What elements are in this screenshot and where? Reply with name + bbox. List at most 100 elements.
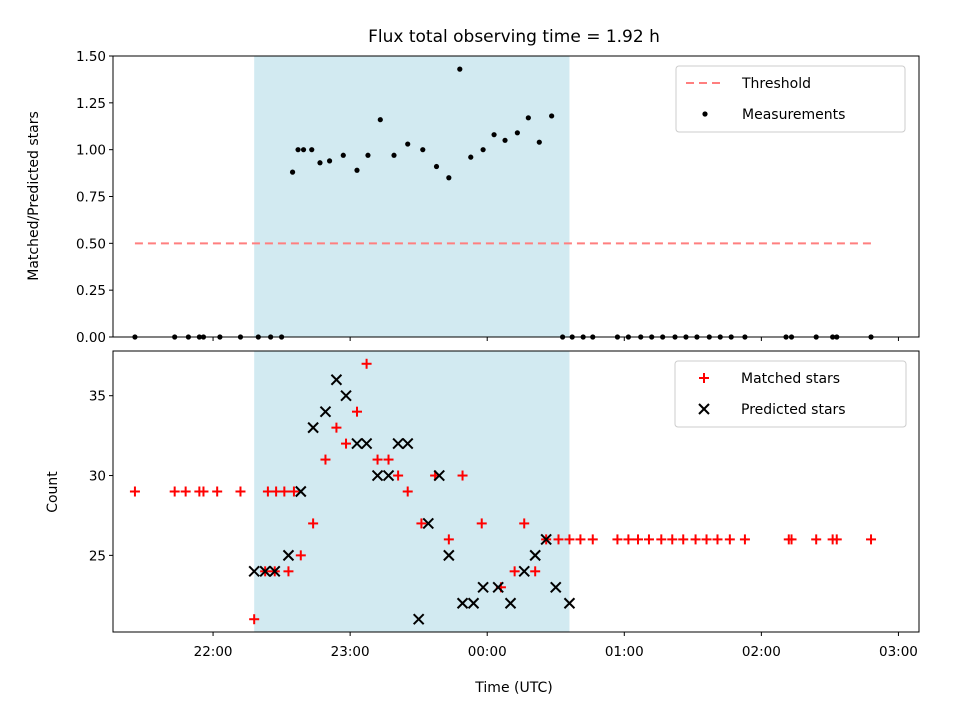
measurements-point <box>525 115 531 121</box>
bottom-legend: Matched stars Predicted stars <box>674 360 907 428</box>
predicted-stars-point-b <box>392 437 404 450</box>
predicted-stars-point <box>402 437 414 450</box>
predicted-stars-point <box>518 565 530 578</box>
predicted-stars-point-b <box>340 389 352 402</box>
top-y-tick-label: 1.50 <box>76 49 106 65</box>
measurements-point <box>457 66 463 72</box>
matched-stars-point <box>739 534 750 545</box>
matched-stars-point <box>235 486 246 497</box>
predicted-stars-point-b <box>371 469 384 482</box>
predicted-stars-point <box>307 421 319 434</box>
measurements-point <box>433 163 440 170</box>
matched-stars-point <box>632 534 643 545</box>
predicted-stars-point <box>392 437 404 450</box>
predicted-stars-point-b <box>248 565 260 578</box>
predicted-stars-point-b <box>504 597 517 609</box>
predicted-stars-point <box>563 597 576 609</box>
top-chart-panel: 0.00 0.25 0.50 0.75 1.00 1.25 1.50 Threshold Mea… <box>76 49 920 346</box>
matched-stars-point <box>249 614 260 625</box>
predicted-stars-point <box>269 565 281 578</box>
top-y-tick-label: 0.75 <box>76 190 106 206</box>
matched-stars-point <box>308 518 319 529</box>
predicted-stars-point-b <box>563 597 576 609</box>
matched-stars-point <box>443 534 454 545</box>
predicted-stars-point <box>529 549 541 562</box>
bottom-legend-label: Predicted stars <box>741 402 846 418</box>
matched-stars-point <box>530 566 541 577</box>
measurements-point <box>309 147 315 153</box>
measurements-point <box>295 147 301 153</box>
matched-stars-point <box>519 518 530 529</box>
measurements-point <box>446 175 452 181</box>
matched-stars-point <box>416 518 427 529</box>
matched-stars-point <box>564 534 575 545</box>
matched-stars-point <box>180 486 191 497</box>
predicted-stars-point <box>295 485 307 498</box>
measurements-point <box>502 137 508 143</box>
matched-stars-point <box>372 454 383 465</box>
predicted-stars-point <box>282 549 295 562</box>
measurements-point <box>480 147 486 153</box>
legend-predicted-swatch-b <box>698 403 710 415</box>
predicted-stars-point <box>422 517 434 530</box>
predicted-stars-point-b <box>540 533 552 546</box>
measurements-point <box>514 130 520 136</box>
predicted-stars-point <box>443 549 455 562</box>
matched-stars-point <box>341 438 352 449</box>
matched-stars-point <box>701 534 712 545</box>
bottom-x-tick-label: 00:00 <box>468 644 507 660</box>
predicted-stars-point-b <box>529 549 541 562</box>
top-y-tick-label: 0.25 <box>76 283 106 299</box>
predicted-stars-point <box>330 374 343 386</box>
predicted-stars-point <box>433 469 445 482</box>
predicted-stars-point <box>467 597 480 609</box>
top-legend: Threshold Measurements <box>675 65 906 133</box>
predicted-stars-point <box>492 581 504 594</box>
bottom-y-tick-label: 30 <box>89 469 106 485</box>
predicted-stars-point <box>360 437 373 450</box>
predicted-stars-point <box>456 597 469 609</box>
top-legend-label: Threshold <box>741 76 811 92</box>
top-y-tick-label: 0.00 <box>76 330 106 346</box>
measurements-point <box>405 141 411 147</box>
matched-stars-point <box>393 470 404 481</box>
predicted-stars-point-b <box>351 437 363 450</box>
predicted-stars-point-b <box>518 565 530 578</box>
matched-stars-point <box>623 534 634 545</box>
top-y-tick-label: 0.50 <box>76 236 106 252</box>
predicted-stars-point-b <box>269 565 281 578</box>
matched-stars-point <box>476 518 487 529</box>
measurements-point <box>549 113 555 119</box>
matched-stars-point <box>169 486 180 497</box>
matched-stars-point <box>831 534 842 545</box>
top-y-axis-label: Matched/Predicted stars <box>26 111 42 281</box>
predicted-stars-point <box>504 597 517 609</box>
matched-stars-point <box>320 454 331 465</box>
predicted-stars-point <box>259 565 271 578</box>
bottom-y-axis-label: Count <box>45 471 61 513</box>
predicted-stars-point-b <box>550 581 562 594</box>
matched-stars-point <box>129 486 140 497</box>
top-chart-title: Flux total observing time = 1.92 h <box>368 27 660 47</box>
legend-measurements-swatch <box>702 111 708 117</box>
predicted-stars-point-b <box>382 469 395 482</box>
matched-stars-point <box>656 534 667 545</box>
measurements-point <box>300 147 307 153</box>
matched-stars-point <box>553 534 564 545</box>
matched-stars-point <box>724 534 735 545</box>
matched-stars-point <box>643 534 654 545</box>
predicted-stars-point-b <box>319 405 332 418</box>
predicted-stars-point <box>248 565 260 578</box>
bottom-x-tick-label: 03:00 <box>879 644 918 660</box>
top-legend-box <box>675 65 906 133</box>
predicted-stars-point-b <box>422 517 434 530</box>
measurements-point <box>536 139 542 145</box>
measurements-point <box>289 169 296 175</box>
matched-stars-point <box>786 534 797 545</box>
measurements-point <box>354 167 360 173</box>
predicted-stars-point <box>412 613 425 625</box>
top-observing-window <box>254 56 570 337</box>
measurements-point <box>391 152 397 158</box>
predicted-stars-point-b <box>282 549 295 562</box>
predicted-stars-point <box>371 469 384 482</box>
